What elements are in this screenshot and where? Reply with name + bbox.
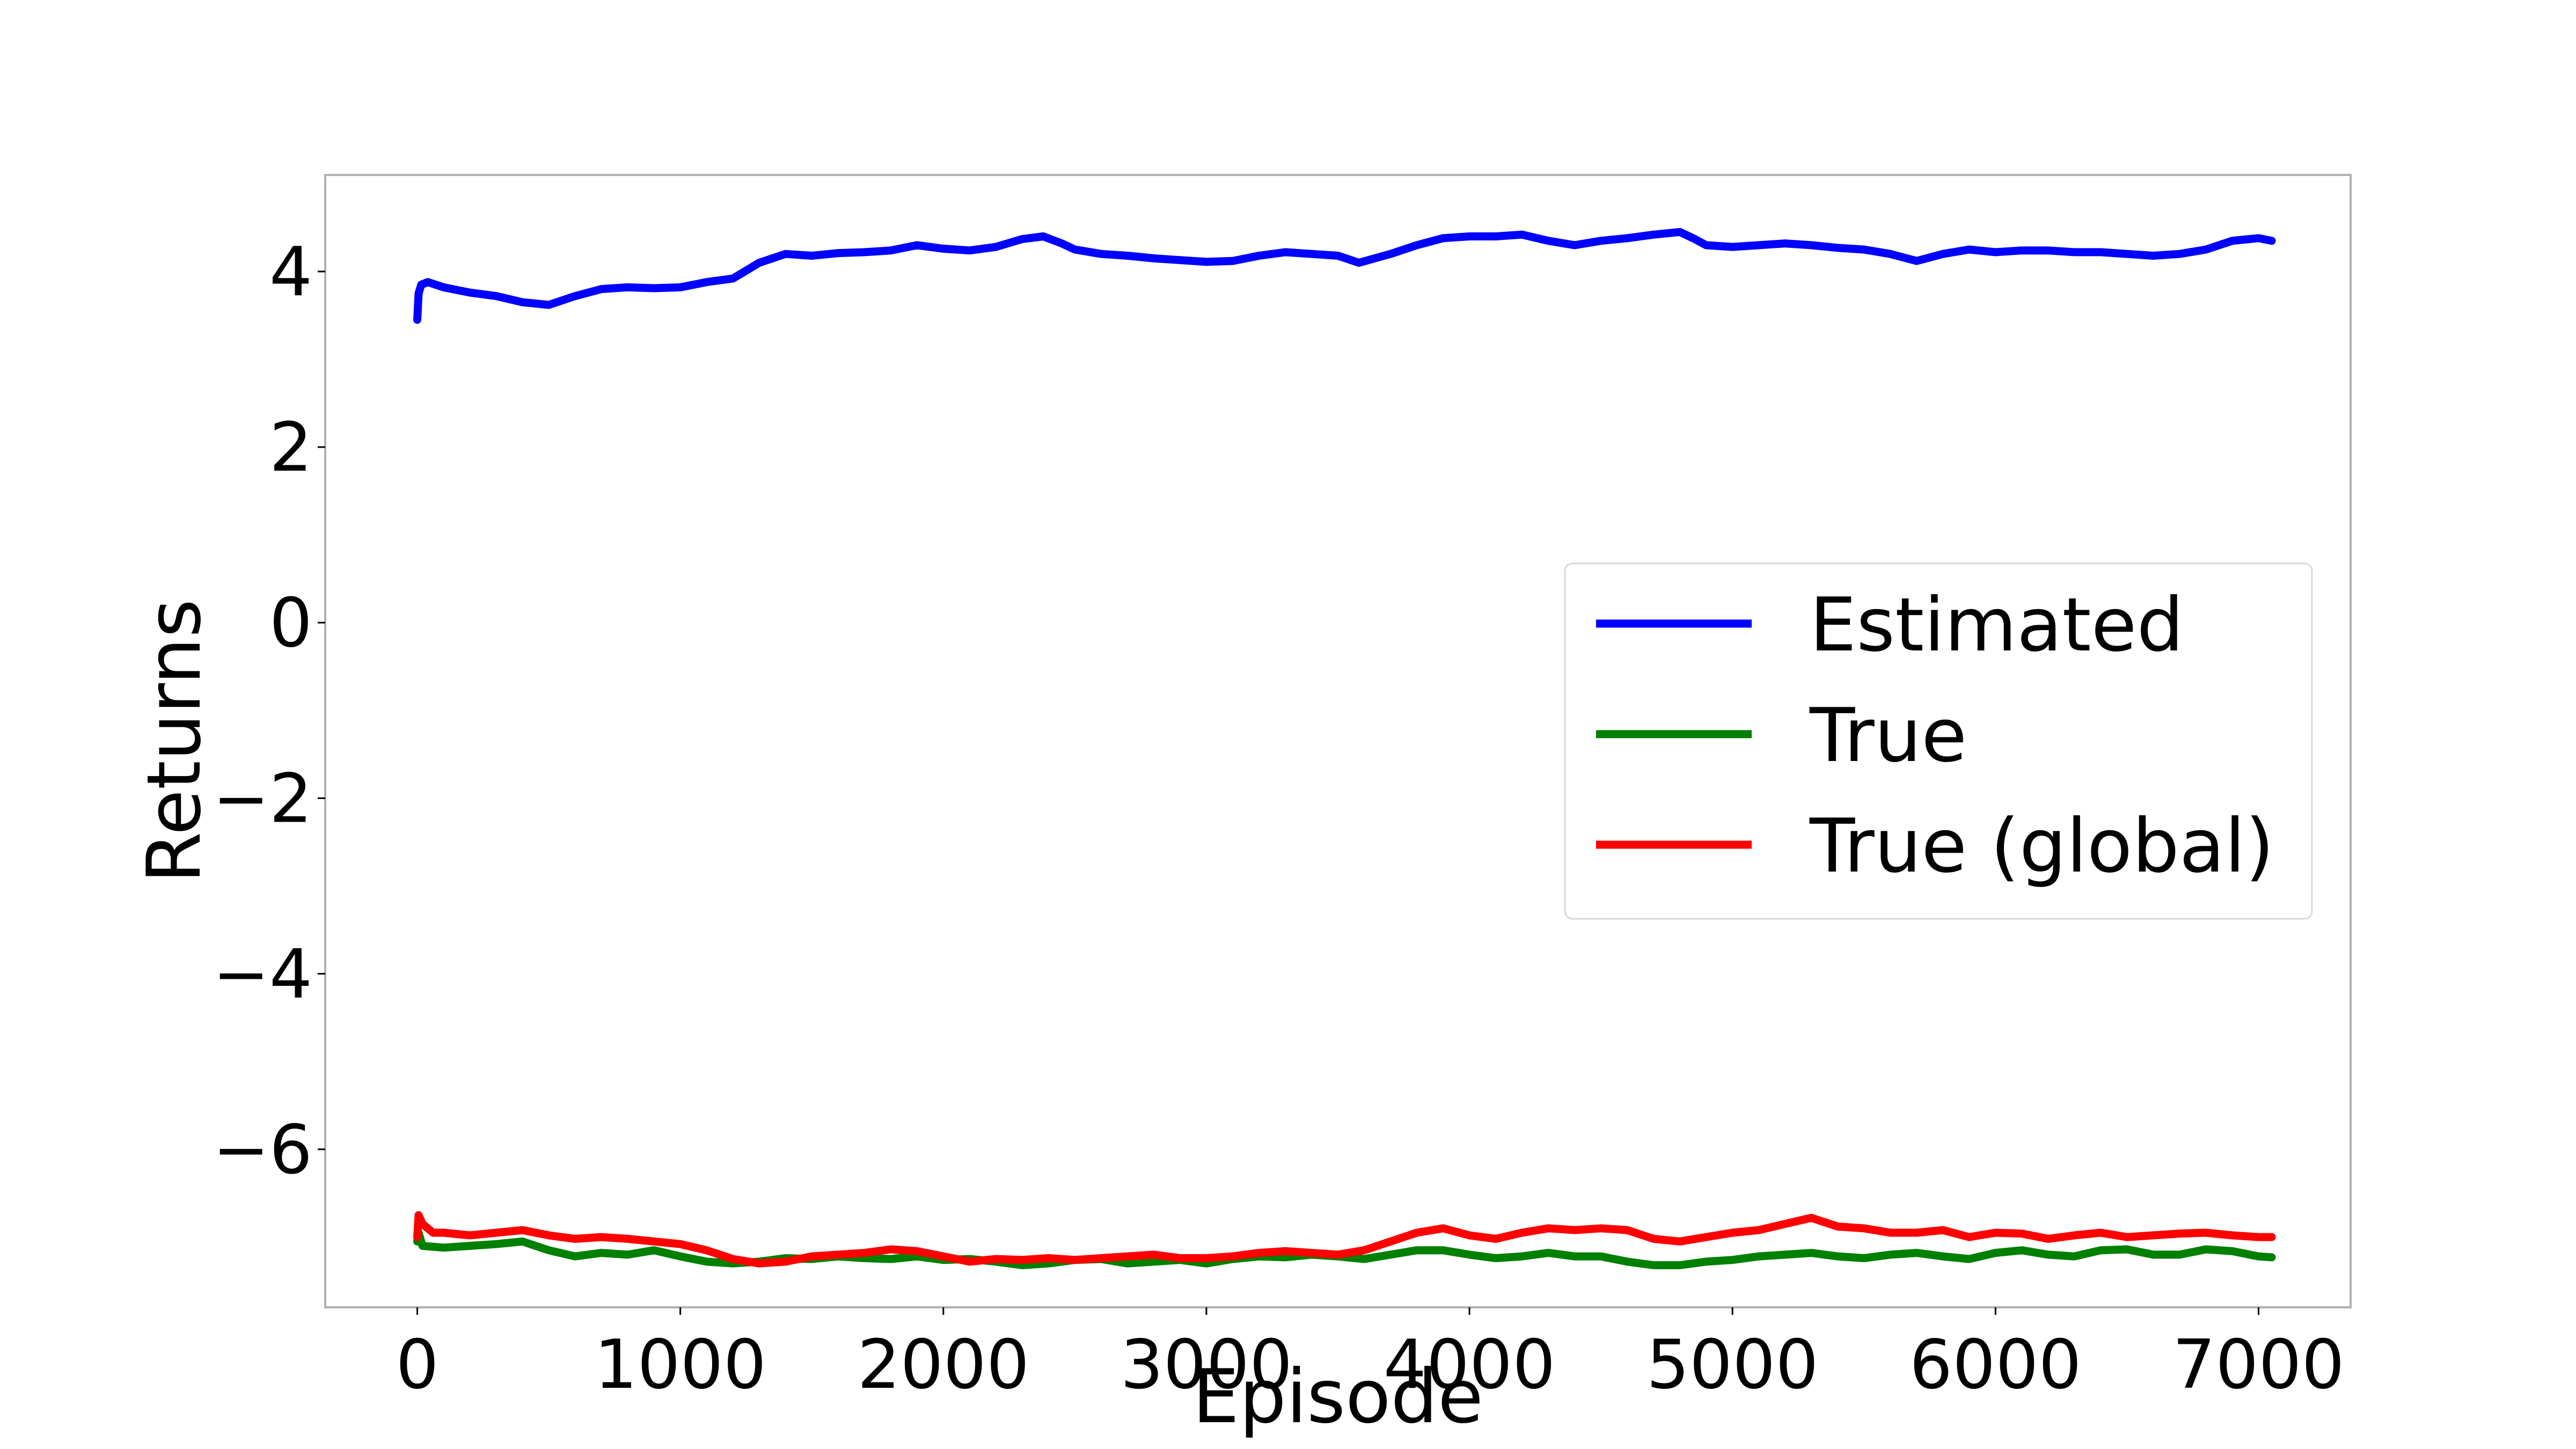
x-axis: 0 1000 2000 3000 4000 5000 6000 7000 bbox=[396, 1307, 2345, 1404]
x-axis-label: Episode bbox=[1192, 1353, 1483, 1440]
legend-label-1: True bbox=[1809, 692, 1967, 779]
y-axis-label: Returns bbox=[131, 599, 217, 883]
y-tick-label: 4 bbox=[269, 232, 312, 311]
x-tick-label: 6000 bbox=[1909, 1325, 2082, 1404]
x-tick-label: 4000 bbox=[1384, 1325, 1556, 1404]
legend-box bbox=[1564, 562, 2313, 920]
series-line-0 bbox=[413, 228, 2276, 324]
y-axis: 4 2 0 −2 −4 −6 bbox=[213, 232, 325, 1189]
y-tick-label: −4 bbox=[213, 934, 312, 1013]
x-tick-label: 3000 bbox=[1121, 1325, 1293, 1404]
x-tick-label: 7000 bbox=[2172, 1325, 2345, 1404]
legend-label-0: Estimated bbox=[1810, 582, 2184, 668]
legend: Estimated True True (global) bbox=[1564, 562, 2313, 920]
y-tick-label: 0 bbox=[269, 583, 312, 662]
series-layer bbox=[413, 228, 2276, 1269]
series-line-2 bbox=[413, 1211, 2276, 1268]
legend-label-2: True (global) bbox=[1809, 803, 2274, 889]
x-tick-label: 0 bbox=[396, 1325, 438, 1404]
y-tick-label: −6 bbox=[213, 1110, 312, 1189]
y-tick-label: −2 bbox=[213, 759, 312, 838]
x-tick-label: 1000 bbox=[594, 1325, 766, 1404]
plot-area-frame bbox=[324, 174, 2352, 1308]
y-tick-label: 2 bbox=[269, 408, 312, 487]
x-tick-label: 5000 bbox=[1646, 1325, 1819, 1404]
x-tick-label: 2000 bbox=[857, 1325, 1029, 1404]
